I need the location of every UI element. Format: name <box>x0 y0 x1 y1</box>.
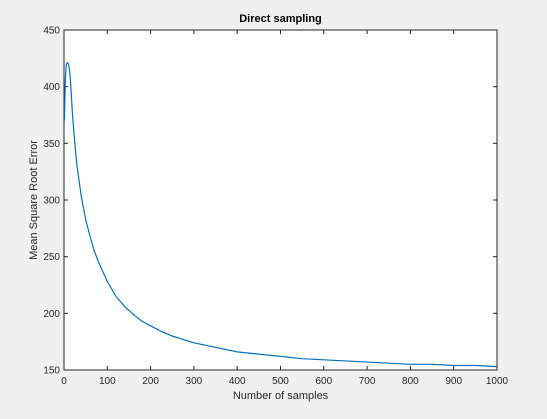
y-axis-label: Mean Square Root Error <box>28 140 40 260</box>
axis-ticks: 0 100 200 300 400 500 600 700 800 900 1000 150 200 25… <box>43 26 508 388</box>
plot-area <box>63 29 498 371</box>
y-tick-label: 200 <box>43 309 60 320</box>
y-tick-label: 350 <box>43 139 60 150</box>
y-tick-label: 450 <box>43 26 60 37</box>
x-tick-label: 300 <box>186 376 203 387</box>
x-tick-label: 200 <box>142 376 159 387</box>
y-tick-label: 150 <box>43 366 60 377</box>
x-tick-label: 1000 <box>486 376 509 387</box>
x-tick-label: 800 <box>402 376 419 387</box>
x-axis-label: Number of samples <box>233 390 329 402</box>
y-tick-label: 300 <box>43 196 60 207</box>
chart-title: Direct sampling <box>239 13 322 25</box>
series-line <box>63 62 498 368</box>
x-tick-label: 900 <box>445 376 462 387</box>
x-tick-label: 100 <box>99 376 116 387</box>
x-tick-label: 400 <box>229 376 246 387</box>
y-tick-label: 250 <box>43 252 60 263</box>
x-tick-label: 500 <box>272 376 289 387</box>
x-tick-label: 700 <box>359 376 376 387</box>
x-tick-label: 600 <box>315 376 332 387</box>
x-tick-label: 0 <box>61 376 67 387</box>
y-tick-label: 400 <box>43 82 60 93</box>
